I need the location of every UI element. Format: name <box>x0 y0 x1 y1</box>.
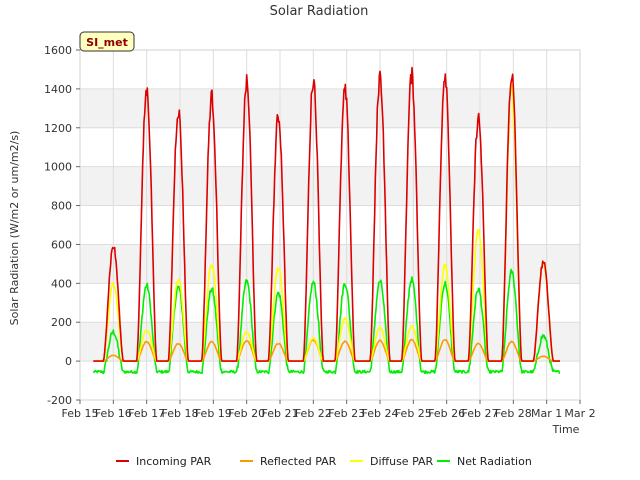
x-tick-label: Feb 15 <box>62 407 99 420</box>
y-tick-label: 1200 <box>44 122 72 135</box>
x-tick-label: Feb 22 <box>295 407 332 420</box>
y-tick-label: 600 <box>51 238 72 251</box>
y-tick-label: 1400 <box>44 83 72 96</box>
y-axis-title: Solar Radiation (W/m2 or um/m2/s) <box>8 131 21 326</box>
background-band <box>80 244 580 284</box>
x-tick-label: Mar 1 <box>531 407 562 420</box>
y-tick-label: 200 <box>51 316 72 329</box>
x-tick-label: Feb 25 <box>395 407 432 420</box>
background-band <box>80 88 580 128</box>
y-tick-label: 800 <box>51 200 72 213</box>
x-tick-label: Feb 28 <box>495 407 532 420</box>
y-tick-label: 1000 <box>44 161 72 174</box>
site-badge-label: SI_met <box>86 36 128 49</box>
x-tick-label: Feb 21 <box>262 407 299 420</box>
x-tick-label: Feb 24 <box>362 407 399 420</box>
y-tick-label: 1600 <box>44 44 72 57</box>
x-tick-label: Feb 26 <box>428 407 465 420</box>
series-line <box>93 66 561 362</box>
chart-title: Solar Radiation <box>270 4 369 19</box>
y-tick-label: 0 <box>65 355 72 368</box>
x-axis-title: Time <box>552 423 580 436</box>
y-axis-ticks: -200 0 200 400 600 800 1000 1200 1400 1600 <box>44 44 80 407</box>
site-badge: SI_met <box>79 31 135 52</box>
plot-frame <box>79 49 581 401</box>
legend-label: Diffuse PAR <box>370 455 434 468</box>
background-band <box>80 166 580 206</box>
x-tick-label: Feb 17 <box>128 407 165 420</box>
x-tick-label: Feb 19 <box>195 407 232 420</box>
x-tick-label: Mar 2 <box>564 407 595 420</box>
y-tick-label: 400 <box>51 277 72 290</box>
x-tick-label: Feb 20 <box>228 407 265 420</box>
legend-label: Incoming PAR <box>136 455 212 468</box>
series-layer <box>92 66 561 375</box>
x-tick-label: Feb 18 <box>162 407 199 420</box>
x-tick-label: Feb 23 <box>328 407 365 420</box>
site-badge-box <box>79 31 135 52</box>
x-tick-label: Feb 27 <box>462 407 499 420</box>
background-band <box>80 322 580 362</box>
legend: Incoming PAR Reflected PAR Diffuse PAR Net … <box>116 455 532 468</box>
y-tick-label: -200 <box>47 394 72 407</box>
legend-label: Net Radiation <box>457 455 532 468</box>
legend-label: Reflected PAR <box>260 455 337 468</box>
background-bands <box>80 88 580 362</box>
x-tick-label: Feb 16 <box>95 407 132 420</box>
